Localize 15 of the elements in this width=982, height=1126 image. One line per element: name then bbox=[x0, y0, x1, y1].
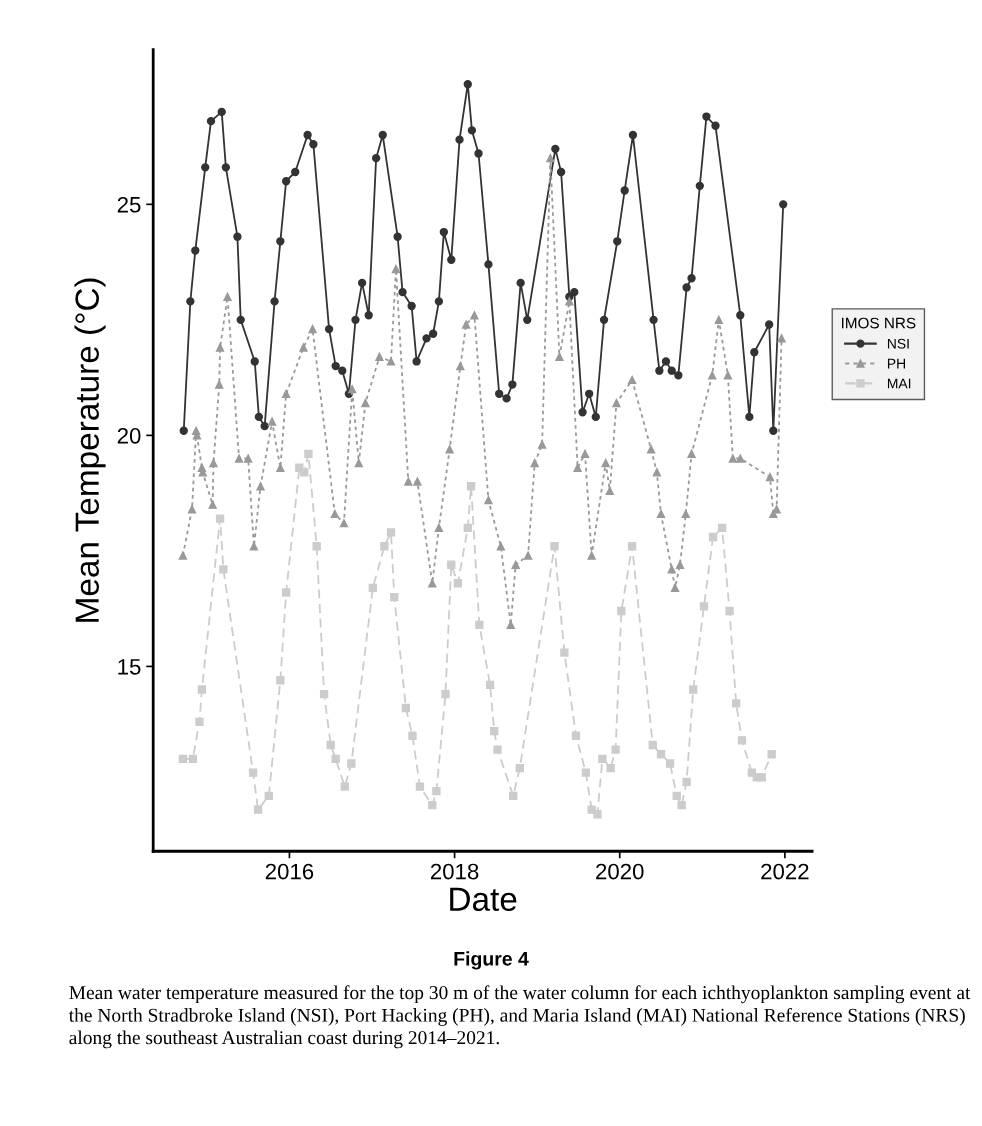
legend-label: PH bbox=[887, 358, 905, 369]
y-axis-title: Mean Temperature (°C) bbox=[74, 278, 106, 622]
y-tick-label: 25 bbox=[117, 196, 141, 213]
x-axis-title: Date bbox=[450, 887, 517, 912]
y-tick-label: 20 bbox=[117, 427, 141, 444]
x-tick-label: 2022 bbox=[761, 863, 809, 880]
text: Figure 4 bbox=[454, 951, 529, 970]
y-tick-label: 15 bbox=[118, 659, 141, 675]
text: Mean water temperature measured for the top 30 m of the water column for each ichthyoplankton sampling event at the North Stradbroke Island (NSI), Port Hacking (PH), and Maria Island (MAI) National Reference Stations (NRS) along the southeast Australian coast during 2014–2021. bbox=[68, 985, 971, 1049]
x-tick-label: 2020 bbox=[596, 863, 644, 880]
x-tick-label: 2018 bbox=[430, 863, 479, 880]
legend-label: MAI bbox=[887, 378, 911, 389]
legend-label: NSI bbox=[887, 338, 909, 349]
legend-title: IMOS NRS bbox=[841, 317, 916, 329]
x-tick-label: 2016 bbox=[265, 863, 314, 880]
